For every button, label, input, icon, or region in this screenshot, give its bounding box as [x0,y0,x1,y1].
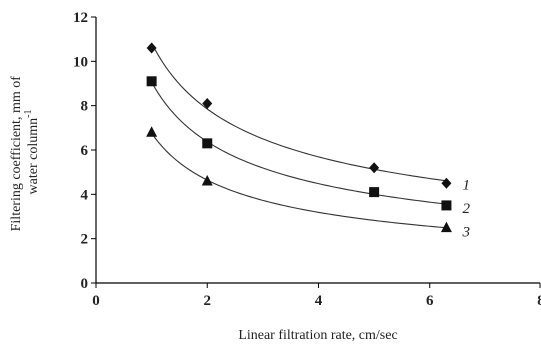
axes [95,17,540,284]
data-point-series-2 [202,138,213,149]
trend-curve-series-3 [151,132,447,229]
trend-curve-series-1 [151,42,447,182]
y-tick-label: 4 [81,187,89,203]
x-axis-ticks: 0 2 4 6 8 [92,283,541,309]
y-axis-title-line-2: water column [26,118,41,195]
y-axis-ticks: 0 2 4 6 8 10 12 [73,10,96,292]
data-point-series-3 [440,221,452,233]
x-tick-label: 4 [315,293,323,309]
x-tick-label: 0 [92,293,100,309]
series-labels: 1 2 3 [461,177,470,240]
data-point-series-1 [146,42,157,54]
x-axis-title: Linear filtration rate, cm/sec [238,328,397,343]
y-tick-label: 0 [81,276,89,292]
y-tick-label: 12 [73,10,88,26]
series-label-1: 1 [462,177,470,193]
data-point-series-2 [369,187,380,198]
data-point-series-1 [202,97,213,109]
data-point-series-2 [441,200,452,211]
data-point-series-3 [201,175,213,186]
data-point-series-3 [146,126,158,137]
y-axis-title-line-1: Filtering coefficient, mm of [9,76,24,232]
y-tick-label: 8 [81,99,89,115]
y-tick-label: 10 [73,54,88,70]
trend-curves [151,42,447,229]
x-tick-label: 2 [204,293,212,309]
y-axis-title: Filtering coefficient, mm of water colum… [9,73,41,232]
trend-curve-series-2 [151,81,447,205]
x-tick-label: 6 [426,293,434,309]
series-label-3: 3 [461,225,470,241]
y-tick-label: 2 [81,232,89,248]
x-tick-label: 8 [537,293,541,309]
data-markers [146,42,452,233]
y-tick-label: 6 [81,143,89,159]
y-axis-title-superscript: -1 [23,110,34,118]
series-label-2: 2 [462,201,470,217]
data-point-series-1 [369,162,380,174]
data-point-series-1 [441,177,452,189]
data-point-series-2 [146,76,157,87]
